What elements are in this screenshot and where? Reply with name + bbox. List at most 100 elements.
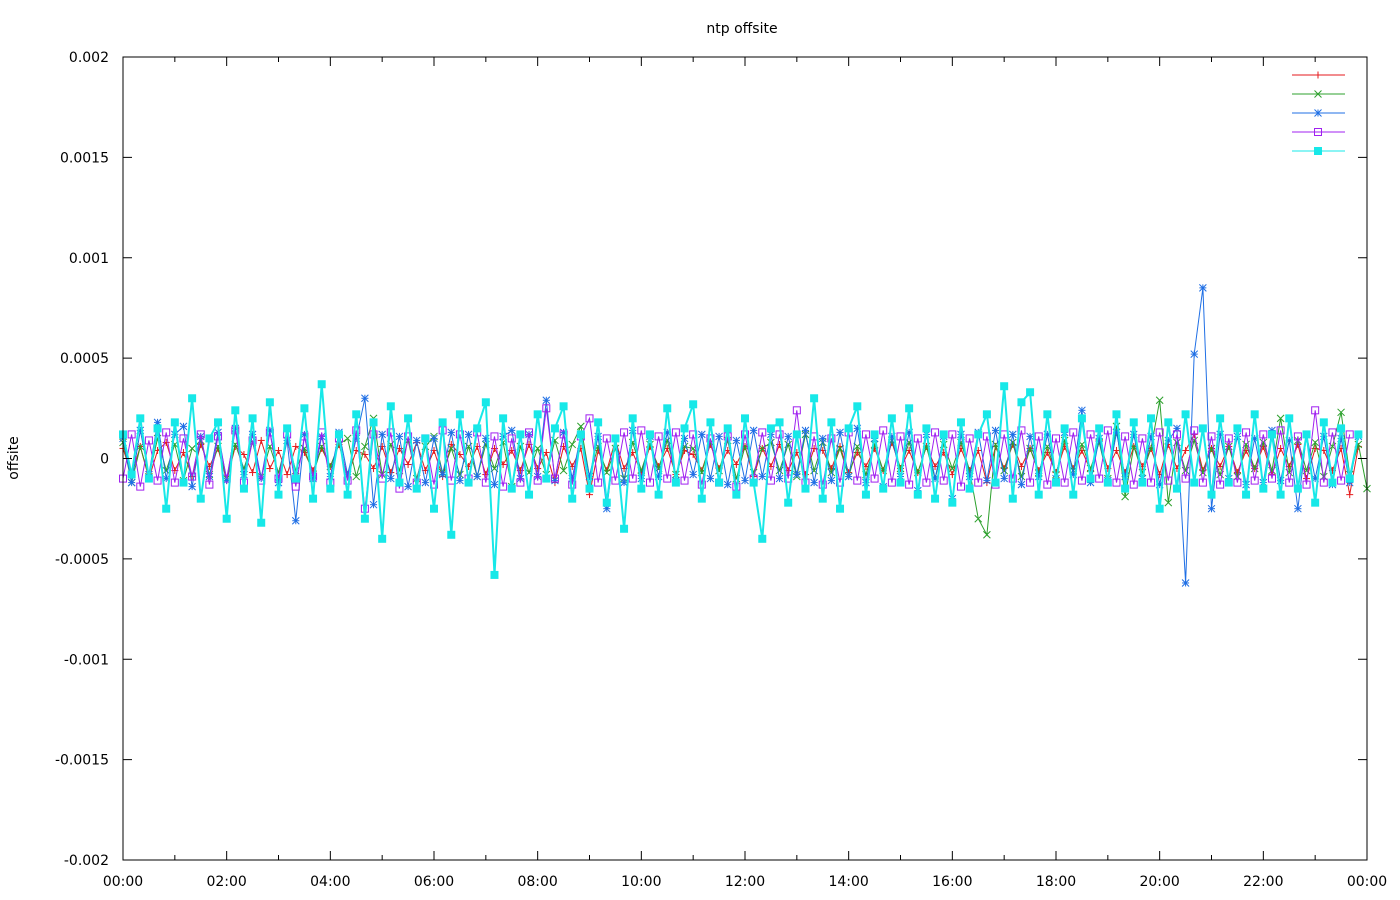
data-point [309,494,318,503]
data-point [361,394,369,403]
data-point [1328,478,1337,487]
data-point [473,472,482,481]
data-point [853,402,862,411]
x-tick-label: 00:00 [103,874,143,890]
data-point [343,490,352,499]
data-point [645,478,654,487]
data-point [404,432,413,441]
data-point [1043,480,1052,489]
data-point [1302,480,1311,489]
data-point [792,470,801,479]
x-tick-label: 04:00 [310,874,350,890]
data-point [922,424,931,433]
data-point [170,478,179,487]
data-point [542,404,551,413]
data-point [758,472,767,481]
data-point [369,500,378,509]
data-point [663,474,672,483]
data-point [628,414,637,423]
data-point [1242,428,1251,437]
data-point [585,414,594,423]
y-tick-label: 0.0005 [60,351,109,367]
data-point [291,482,300,491]
data-point [1198,478,1207,487]
data-point [1121,432,1130,441]
data-point [222,514,231,523]
data-point [671,478,680,487]
data-point [663,404,672,413]
data-point [162,504,171,513]
data-point [352,410,361,419]
data-point [741,414,749,423]
data-point [1285,414,1294,423]
data-point [266,465,274,473]
data-point [948,498,957,507]
data-point [827,434,836,443]
data-point [922,478,931,487]
data-point [542,474,551,483]
data-point [1233,478,1242,487]
data-point [939,476,948,485]
data-point [775,474,784,483]
data-point [1077,476,1086,485]
data-point [836,428,844,437]
data-point [1086,474,1095,483]
data-point [1250,410,1259,419]
data-point [1190,426,1199,435]
data-point [732,436,741,445]
data-point [784,432,793,441]
data-point [749,426,758,435]
data-point [275,446,282,454]
data-point [1354,430,1363,439]
y-tick-label: -0.0015 [55,753,109,769]
data-point [326,484,335,493]
data-point [896,432,905,441]
data-point [231,406,240,415]
data-point [1043,410,1052,419]
data-point [274,490,283,499]
data-point [136,482,145,491]
data-point [637,426,646,435]
data-point [741,476,749,485]
data-point [853,476,862,485]
data-point [205,434,214,443]
data-point [1314,90,1322,98]
data-point [879,426,888,435]
data-point [645,430,654,439]
data-point [395,478,404,487]
data-point [1293,484,1302,493]
data-point [412,484,421,493]
data-point [810,394,819,403]
data-point [507,426,516,435]
data-point [550,424,559,433]
data-point [1294,504,1302,513]
data-point [456,476,464,485]
data-point [1164,418,1173,427]
data-point [974,430,983,439]
data-point [1216,480,1225,489]
data-point [291,516,300,525]
data-point [1147,478,1156,487]
data-point [533,476,542,485]
data-point [144,474,153,483]
data-point [1078,406,1086,415]
data-point [697,494,706,503]
legend [1292,71,1345,155]
data-point [931,494,940,503]
data-point [1328,428,1337,437]
data-point [404,461,412,469]
data-point [464,430,473,439]
data-point [905,404,914,413]
data-point [1095,424,1104,433]
data-point [1199,284,1207,292]
data-point [188,444,196,453]
data-point [1155,504,1164,513]
data-point [577,422,585,431]
data-point [611,434,620,443]
data-point [1311,406,1320,415]
data-point [568,494,577,503]
data-point [792,430,801,439]
data-point [939,430,948,439]
data-point [378,430,387,439]
data-point [1000,474,1009,483]
